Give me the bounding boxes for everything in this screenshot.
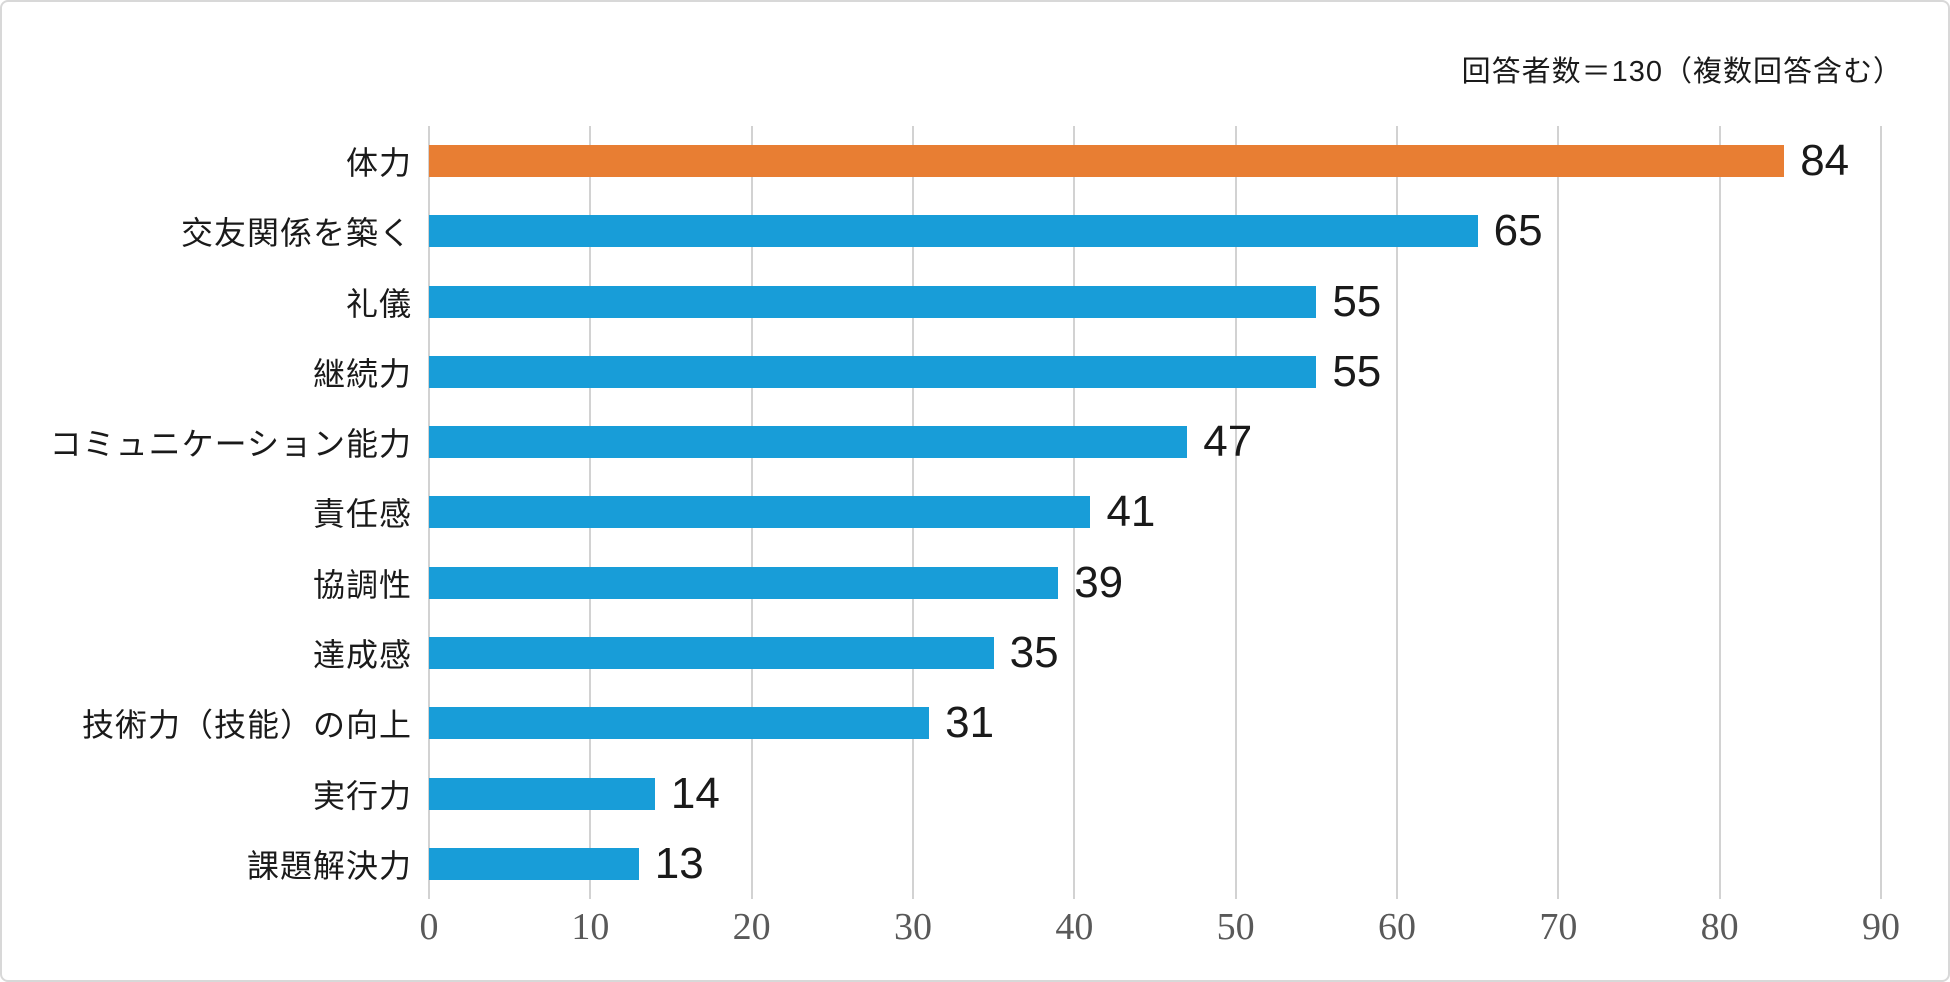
bar-row: 継続力 55: [2, 337, 1948, 407]
bar: [429, 426, 1188, 459]
gridline-x-60: [1396, 126, 1398, 899]
x-tick-label: 10: [571, 906, 610, 948]
bar-row: 技術力（技能）の向上 31: [2, 688, 1948, 758]
bar: [429, 215, 1478, 248]
bar: [429, 707, 930, 740]
x-tick-label: 70: [1539, 906, 1578, 948]
value-label: 31: [945, 698, 995, 748]
bar: [429, 847, 639, 880]
value-label: 13: [654, 838, 704, 888]
category-label: コミュニケーション能力: [49, 426, 412, 463]
bar: [429, 637, 994, 670]
bar-row: コミュニケーション能力 47: [2, 407, 1948, 477]
category-label: 継続力: [312, 355, 412, 392]
bar: [429, 145, 1785, 178]
gridline-x-50: [1234, 126, 1237, 899]
value-label: 14: [670, 768, 720, 818]
bar-row: 達成感 35: [2, 618, 1948, 688]
value-label: 55: [1332, 346, 1382, 396]
gridline-x-80: [1718, 126, 1721, 899]
value-label: 55: [1332, 276, 1382, 326]
x-tick-label: 80: [1700, 906, 1739, 948]
category-label: 課題解決力: [246, 847, 412, 884]
category-label: 体力: [345, 145, 412, 182]
category-label: 交友関係を築く: [180, 215, 412, 252]
category-label: 礼儀: [345, 285, 412, 322]
category-label: 技術力（技能）の向上: [81, 707, 412, 744]
value-label: 41: [1106, 487, 1156, 537]
category-label: 協調性: [312, 566, 412, 603]
bar: [429, 566, 1059, 599]
bar-row: 課題解決力 13: [2, 829, 1948, 899]
gridline-x-70: [1557, 126, 1560, 899]
category-label: 実行力: [312, 777, 412, 814]
x-tick-label: 0: [419, 906, 439, 948]
bar-row: 責任感 41: [2, 477, 1948, 547]
bar-row: 体力 84: [2, 126, 1948, 196]
bar-row: 礼儀 55: [2, 267, 1948, 337]
value-label: 47: [1203, 417, 1253, 467]
bar: [429, 355, 1317, 388]
bar-row: 協調性 39: [2, 548, 1948, 618]
x-tick-label: 40: [1055, 906, 1094, 948]
value-label: 65: [1493, 206, 1543, 256]
x-tick-label: 50: [1216, 906, 1255, 948]
value-label: 39: [1074, 557, 1124, 607]
category-label: 責任感: [312, 496, 412, 533]
bar: [429, 496, 1091, 529]
category-label: 達成感: [312, 637, 412, 674]
bar: [429, 777, 655, 810]
value-label: 84: [1800, 136, 1850, 186]
value-label: 35: [1009, 628, 1059, 678]
bar: [429, 285, 1317, 318]
bar-row: 交友関係を築く 65: [2, 196, 1948, 266]
gridline-x-90: [1880, 126, 1882, 899]
bar-row: 実行力 14: [2, 758, 1948, 828]
x-tick-label: 30: [894, 906, 932, 948]
respondent-count-annotation: 回答者数＝130（複数回答含む）: [1461, 56, 1903, 88]
x-tick-label: 90: [1862, 906, 1900, 948]
x-tick-label: 20: [732, 906, 771, 948]
x-tick-label: 60: [1378, 906, 1416, 948]
